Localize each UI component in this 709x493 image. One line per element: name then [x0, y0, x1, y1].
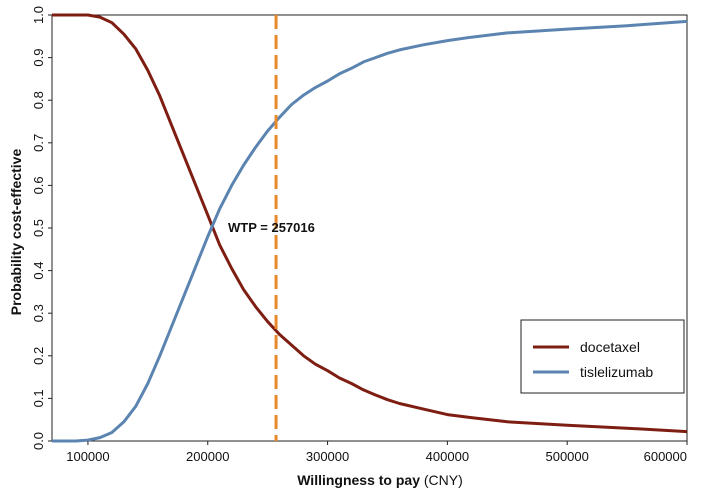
y-tick-label: 0.1 [31, 389, 46, 407]
legend-label-tislelizumab: tislelizumab [580, 364, 653, 380]
x-axis-title-main: Willingness to pay [297, 472, 420, 488]
y-tick-label: 0.8 [31, 91, 46, 109]
series-line-docetaxel [52, 13, 688, 434]
y-tick-label: 0.3 [31, 304, 46, 322]
y-tick-label: 0.4 [31, 262, 46, 280]
wtp-annotation: WTP = 257016 [228, 220, 315, 235]
legend-box [520, 319, 685, 394]
y-tick-label: 0.9 [31, 49, 46, 67]
y-axis-ticks: 0.0 0.1 0.2 0.3 0.4 0.5 0.6 0.7 0.8 0.9 1.0 [31, 6, 52, 450]
legend-label-docetaxel: docetaxel [580, 339, 640, 355]
series-layer [52, 13, 688, 443]
y-tick-label: 1.0 [31, 6, 46, 24]
series-line-tislelizumab [52, 19, 688, 443]
y-tick-label: 0.2 [31, 347, 46, 365]
x-tick-label: 200000 [186, 449, 229, 464]
x-axis-ticks: 100000 200000 300000 400000 500000 600000 [66, 441, 688, 464]
y-tick-label: 0.7 [31, 134, 46, 152]
x-tick-label: 300000 [306, 449, 349, 464]
y-tick-label: 0.5 [31, 219, 46, 237]
x-tick-label: 500000 [545, 449, 588, 464]
x-tick-label: 100000 [66, 449, 109, 464]
x-tick-label: 400000 [426, 449, 469, 464]
x-axis-title: Willingness to pay (CNY) [297, 472, 463, 488]
y-axis-title: Probability cost-effective [8, 149, 24, 316]
x-axis-title-unit: (CNY) [424, 472, 463, 488]
y-tick-label: 0.6 [31, 176, 46, 194]
legend: docetaxel tislelizumab [520, 319, 685, 394]
y-tick-label: 0.0 [31, 432, 46, 450]
x-tick-label: 600000 [644, 449, 687, 464]
